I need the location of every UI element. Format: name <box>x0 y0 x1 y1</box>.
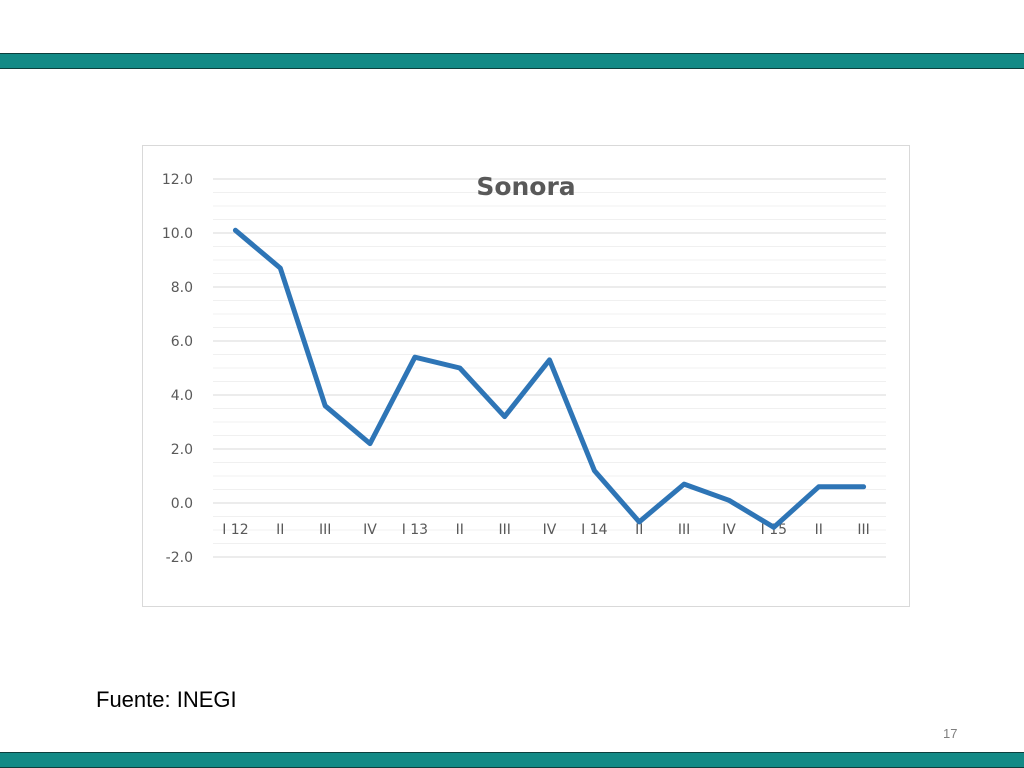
x-tick-label: I 14 <box>581 522 607 538</box>
y-tick-label: 12.0 <box>162 172 193 188</box>
x-tick-label: III <box>678 522 690 538</box>
x-tick-label: IV <box>722 522 736 538</box>
x-tick-label: II <box>815 522 823 538</box>
y-tick-label: 0.0 <box>171 496 193 512</box>
x-tick-label: I 12 <box>222 522 248 538</box>
y-axis-ticks: 12.0 10.0 8.0 6.0 4.0 2.0 0.0 -2.0 <box>162 172 193 566</box>
series-layer <box>232 227 867 530</box>
y-tick-label: -2.0 <box>166 550 193 566</box>
y-tick-label: 2.0 <box>171 442 193 458</box>
x-tick-label: IV <box>363 522 377 538</box>
y-tick-label: 6.0 <box>171 334 193 350</box>
minor-gridlines <box>213 192 886 544</box>
series-line <box>232 227 867 530</box>
x-tick-label: IV <box>543 522 557 538</box>
page-number: 17 <box>943 726 958 741</box>
x-tick-label: III <box>319 522 331 538</box>
major-gridlines <box>213 178 886 558</box>
bottom-band <box>0 752 1024 768</box>
y-tick-label: 10.0 <box>162 226 193 242</box>
x-tick-label: III <box>498 522 510 538</box>
x-axis-ticks: I 12 II III IV I 13 II III IV I 14 II III IV I 15 II I… <box>222 522 870 538</box>
x-tick-label: I 13 <box>402 522 428 538</box>
line-chart: 12.010.08.06.04.02.00.0-2.0 I 12 II III IV I… <box>162 172 886 566</box>
x-tick-label: II <box>635 522 643 538</box>
y-tick-label: 4.0 <box>171 388 193 404</box>
y-tick-label: 8.0 <box>171 280 193 296</box>
chart-title: Sonora <box>476 172 575 201</box>
top-band <box>0 53 1024 69</box>
source-note: Fuente: INEGI <box>96 687 237 712</box>
x-tick-label: III <box>857 522 869 538</box>
x-tick-label: II <box>456 522 464 538</box>
chart-area: 12.0 10.0 8.0 6.0 4.0 2.0 0.0 -2.0 I 12 II III IV I… <box>142 145 910 607</box>
x-tick-label: II <box>276 522 284 538</box>
